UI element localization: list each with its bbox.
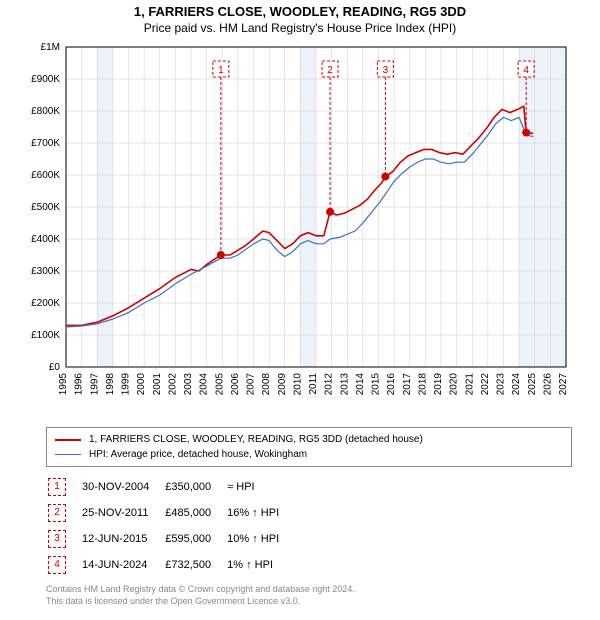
svg-text:2014: 2014: [355, 373, 366, 396]
legend-item: HPI: Average price, detached house, Woki…: [55, 447, 563, 462]
svg-text:2009: 2009: [277, 373, 288, 396]
event-marker-icon: 2: [48, 504, 66, 522]
page: 1, FARRIERS CLOSE, WOODLEY, READING, RG5…: [0, 0, 600, 620]
footer-line: This data is licensed under the Open Gov…: [46, 595, 572, 607]
svg-text:2015: 2015: [371, 373, 382, 396]
svg-text:2026: 2026: [542, 373, 553, 396]
events-table: 1 30-NOV-2004£350,000≈ HPI 2 25-NOV-2011£48…: [46, 473, 295, 579]
svg-text:£800K: £800K: [31, 106, 60, 117]
svg-text:2012: 2012: [324, 373, 335, 396]
svg-text:£700K: £700K: [31, 138, 60, 149]
table-row: 4 14-JUN-2024£732,5001% ↑ HPI: [48, 553, 293, 577]
svg-text:2006: 2006: [230, 373, 241, 396]
svg-text:3: 3: [383, 65, 389, 76]
table-row: 1 30-NOV-2004£350,000≈ HPI: [48, 475, 293, 499]
table-row: 3 12-JUN-2015£595,00010% ↑ HPI: [48, 527, 293, 551]
table-row: 2 25-NOV-2011£485,00016% ↑ HPI: [48, 501, 293, 525]
legend-swatch: [55, 439, 81, 441]
svg-text:2013: 2013: [339, 373, 350, 396]
svg-text:£1M: £1M: [41, 42, 60, 53]
svg-text:1: 1: [218, 65, 224, 76]
legend-label: HPI: Average price, detached house, Woki…: [89, 447, 307, 462]
event-price: £595,000: [165, 527, 225, 551]
event-date: 25-NOV-2011: [82, 501, 163, 525]
svg-text:1996: 1996: [74, 373, 85, 396]
svg-text:2000: 2000: [136, 373, 147, 396]
event-delta: 10% ↑ HPI: [227, 527, 293, 551]
svg-text:2027: 2027: [558, 373, 569, 396]
svg-text:2016: 2016: [386, 373, 397, 396]
event-date: 14-JUN-2024: [82, 553, 163, 577]
svg-text:2022: 2022: [480, 373, 491, 396]
event-date: 12-JUN-2015: [82, 527, 163, 551]
event-marker-icon: 1: [48, 478, 66, 496]
svg-text:2023: 2023: [496, 373, 507, 396]
event-delta: ≈ HPI: [227, 475, 293, 499]
svg-text:2004: 2004: [199, 373, 210, 396]
svg-text:2008: 2008: [261, 373, 272, 396]
svg-text:1999: 1999: [121, 373, 132, 396]
legend-label: 1, FARRIERS CLOSE, WOODLEY, READING, RG5…: [89, 432, 423, 447]
svg-text:2010: 2010: [292, 373, 303, 396]
legend-item: 1, FARRIERS CLOSE, WOODLEY, READING, RG5…: [55, 432, 563, 447]
legend-swatch: [55, 454, 81, 455]
svg-text:2017: 2017: [402, 373, 413, 396]
svg-text:1997: 1997: [89, 373, 100, 396]
event-price: £485,000: [165, 501, 225, 525]
event-marker-icon: 4: [48, 556, 66, 574]
svg-text:2019: 2019: [433, 373, 444, 396]
svg-text:2002: 2002: [167, 373, 178, 396]
event-date: 30-NOV-2004: [82, 475, 163, 499]
chart-svg: £0 £100K £200K £300K £400K £500K £600K £700K £80…: [20, 41, 580, 421]
svg-text:2007: 2007: [246, 373, 257, 396]
svg-text:£200K: £200K: [31, 298, 60, 309]
footer-text: Contains HM Land Registry data © Crown c…: [46, 583, 572, 607]
event-delta: 1% ↑ HPI: [227, 553, 293, 577]
legend: 1, FARRIERS CLOSE, WOODLEY, READING, RG5…: [46, 427, 572, 467]
svg-text:2001: 2001: [152, 373, 163, 396]
svg-text:£600K: £600K: [31, 170, 60, 181]
svg-text:2018: 2018: [417, 373, 428, 396]
svg-text:2011: 2011: [308, 373, 319, 395]
svg-text:£100K: £100K: [31, 330, 60, 341]
svg-text:2021: 2021: [464, 373, 475, 396]
svg-text:2: 2: [327, 65, 333, 76]
svg-text:2025: 2025: [527, 373, 538, 396]
chart-title-main: 1, FARRIERS CLOSE, WOODLEY, READING, RG5…: [0, 0, 600, 19]
event-price: £350,000: [165, 475, 225, 499]
svg-text:£900K: £900K: [31, 74, 60, 85]
chart-title-sub: Price paid vs. HM Land Registry's House …: [0, 19, 600, 41]
footer-line: Contains HM Land Registry data © Crown c…: [46, 583, 572, 595]
svg-text:1995: 1995: [58, 373, 69, 396]
svg-text:2005: 2005: [214, 373, 225, 396]
line-chart: £0 £100K £200K £300K £400K £500K £600K £700K £80…: [20, 41, 580, 421]
svg-text:1998: 1998: [105, 373, 116, 396]
svg-text:2020: 2020: [449, 373, 460, 396]
svg-text:£400K: £400K: [31, 234, 60, 245]
svg-text:2024: 2024: [511, 373, 522, 396]
svg-text:4: 4: [523, 65, 529, 76]
svg-text:£300K: £300K: [31, 266, 60, 277]
event-delta: 16% ↑ HPI: [227, 501, 293, 525]
svg-text:£0: £0: [49, 362, 61, 373]
svg-text:2003: 2003: [183, 373, 194, 396]
event-price: £732,500: [165, 553, 225, 577]
event-marker-icon: 3: [48, 530, 66, 548]
svg-text:£500K: £500K: [31, 202, 60, 213]
